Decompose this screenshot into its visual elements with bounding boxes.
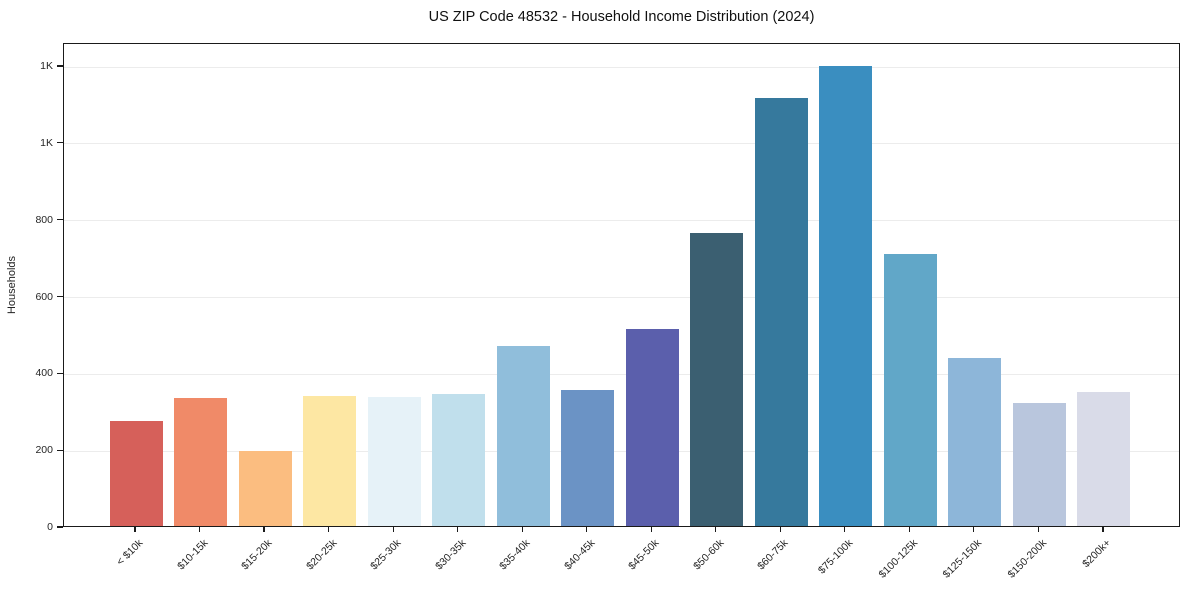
y-tick-mark xyxy=(57,526,63,528)
y-tick-mark xyxy=(57,219,63,221)
bar xyxy=(948,357,1002,526)
y-tick-label: 200 xyxy=(35,444,53,457)
x-tick-label: $100-125k xyxy=(876,537,920,581)
x-tick-mark xyxy=(1037,527,1039,532)
y-tick-label: 800 xyxy=(35,213,53,226)
x-tick-label: $125-150k xyxy=(940,537,985,581)
y-tick-mark xyxy=(57,142,63,144)
gridline xyxy=(64,143,1179,145)
y-tick-label: 0 xyxy=(47,521,53,533)
bar xyxy=(1077,391,1131,526)
x-tick-mark xyxy=(1102,527,1104,532)
x-tick-mark xyxy=(134,527,136,532)
y-tick-mark xyxy=(57,65,63,67)
x-tick-mark xyxy=(521,527,523,532)
y-tick-label: 1K xyxy=(40,60,53,73)
bar xyxy=(819,66,873,526)
y-tick-label: 600 xyxy=(35,290,53,303)
y-tick-mark xyxy=(57,372,63,374)
bar xyxy=(367,396,421,526)
x-tick-mark xyxy=(586,527,588,532)
y-tick-mark xyxy=(57,449,63,451)
x-tick-label: $25-30k xyxy=(368,537,404,573)
plot-area xyxy=(63,43,1180,527)
x-tick-label: < $10k xyxy=(114,537,146,568)
y-tick-label: 1K xyxy=(40,136,53,149)
bar xyxy=(174,397,228,526)
bar xyxy=(303,395,357,526)
x-tick-label: $75-100k xyxy=(815,537,856,577)
bar xyxy=(561,389,615,526)
x-tick-mark xyxy=(327,527,330,532)
x-tick-label: $150-200k xyxy=(1005,537,1049,581)
x-tick-mark xyxy=(263,527,265,532)
x-tick-mark xyxy=(198,527,201,532)
x-tick-label: $60-75k xyxy=(755,537,791,573)
bar xyxy=(432,393,486,526)
gridline xyxy=(64,450,1179,452)
x-tick-mark xyxy=(457,527,459,532)
bar xyxy=(625,328,679,526)
gridline xyxy=(64,220,1179,222)
x-tick-label: $200k+ xyxy=(1080,537,1114,571)
y-axis-label: Households xyxy=(6,255,18,315)
bar xyxy=(109,420,163,526)
x-tick-label: $20-25k xyxy=(303,537,340,573)
x-tick-mark xyxy=(650,527,652,532)
bar xyxy=(496,345,550,526)
x-tick-mark xyxy=(715,527,717,532)
bar xyxy=(1012,403,1066,526)
bar xyxy=(238,450,292,526)
x-tick-label: $45-50k xyxy=(626,537,662,573)
x-tick-label: $10-15k xyxy=(174,537,211,573)
x-tick-label: $15-20k xyxy=(239,537,275,573)
y-tick-label: 400 xyxy=(35,367,53,380)
x-tick-mark xyxy=(973,527,975,532)
gridline xyxy=(64,297,1179,299)
x-tick-label: $35-40k xyxy=(497,537,533,573)
gridline xyxy=(64,66,1179,68)
bar xyxy=(754,97,808,526)
x-tick-mark xyxy=(779,527,781,532)
bar xyxy=(690,232,744,526)
x-tick-mark xyxy=(392,527,394,532)
x-tick-mark xyxy=(908,527,910,532)
chart-title: US ZIP Code 48532 - Household Income Dis… xyxy=(428,9,815,25)
gridline xyxy=(64,373,1179,375)
y-tick-mark xyxy=(57,295,63,298)
x-tick-label: $50-60k xyxy=(690,537,727,573)
x-tick-label: $40-45k xyxy=(561,537,598,573)
bar xyxy=(883,253,937,526)
x-tick-label: $30-35k xyxy=(432,537,469,573)
x-tick-mark xyxy=(844,527,846,532)
